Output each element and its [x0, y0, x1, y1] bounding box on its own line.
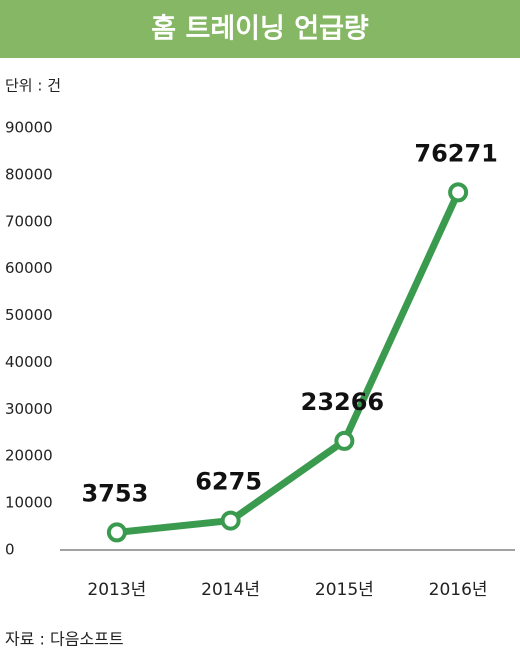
- y-tick-label: 30000: [5, 400, 53, 418]
- x-tick-label: 2015년: [315, 580, 374, 600]
- y-tick-label: 80000: [5, 165, 53, 183]
- y-tick-label: 0: [5, 541, 15, 559]
- x-tick-label: 2013년: [87, 580, 146, 600]
- y-tick-label: 60000: [5, 259, 53, 277]
- title-bar: [0, 0, 520, 58]
- data-label: 6275: [195, 468, 262, 496]
- marker: [334, 430, 355, 451]
- chart-title: 홈 트레이닝 언급량: [151, 14, 369, 45]
- data-label: 3753: [81, 479, 148, 507]
- y-tick-label: 70000: [5, 212, 53, 230]
- y-tick-label: 90000: [5, 119, 53, 137]
- marker: [448, 182, 469, 203]
- line: [113, 188, 462, 536]
- y-tick-label: 10000: [5, 494, 53, 512]
- x-tick-label: 2014년: [201, 580, 260, 600]
- data-label: 23266: [301, 388, 385, 416]
- y-tick-label: 40000: [5, 353, 53, 371]
- source: 자료 : 다음소프트: [5, 630, 124, 649]
- y-tick-label: 50000: [5, 306, 53, 324]
- y-tick-label: 20000: [5, 447, 53, 465]
- x-tick-label: 2016년: [429, 580, 488, 600]
- data-label: 76271: [414, 139, 498, 167]
- unit-label: 단위 : 건: [5, 77, 61, 95]
- marker: [106, 522, 127, 543]
- marker: [220, 510, 241, 531]
